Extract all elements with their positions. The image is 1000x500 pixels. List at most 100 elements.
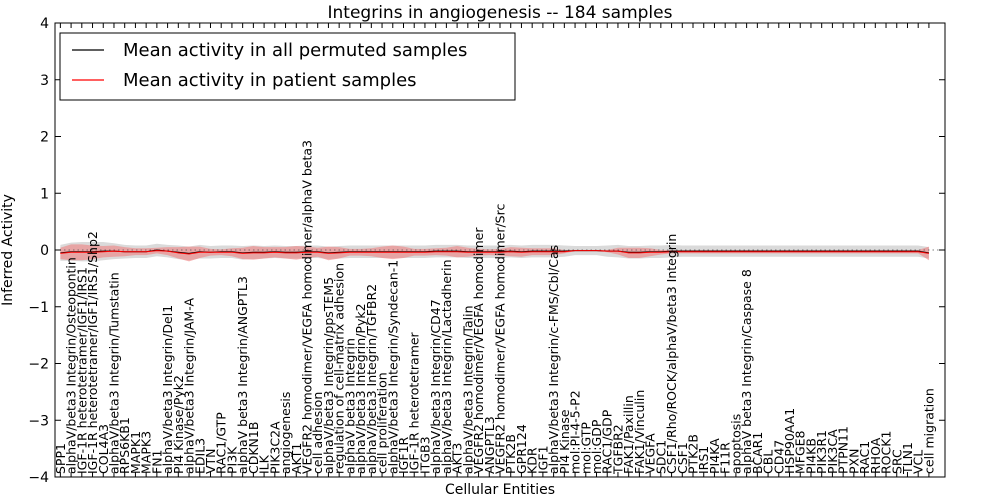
x-tick-label: ANGPTL3: [482, 416, 497, 474]
x-tick-label: FAK1/Paxillin: [621, 395, 636, 474]
x-tick-label: alphaV beta3 Integrin/ANGPTL3: [235, 276, 250, 474]
x-tick-label: TLN1: [900, 442, 915, 475]
x-tick-label: IGF-1R heterotetramer/IGF1/IRS1/Shp2: [85, 231, 100, 474]
x-tick-label: IGF1: [535, 445, 550, 474]
legend-label-permuted: Mean activity in all permuted samples: [123, 40, 467, 61]
y-tick-label: 3: [40, 73, 49, 89]
x-tick-label: cell migration: [921, 388, 936, 474]
x-tick-label: cell proliferation: [375, 372, 390, 474]
x-tick-label: alphaV/beta3 Integrin/TGFBR2: [364, 284, 379, 474]
x-tick-label: apoptosis: [728, 414, 743, 474]
x-tick-label: alphaV/beta3 Integrin/Pyk2: [353, 303, 368, 474]
x-tick-label: VEGFR2 homodimer/VEGFA homodimer: [471, 227, 486, 474]
x-tick-label: FAK1/Vinculin: [632, 390, 647, 474]
x-tick-label: CD47: [771, 440, 786, 474]
x-tick-label: mol:GTP: [578, 422, 593, 474]
series-line-patient: [60, 250, 929, 255]
x-tick-label: SRC: [889, 449, 904, 474]
y-tick-label: 4: [40, 16, 49, 32]
x-tick-label: PI4 Kinase: [557, 409, 572, 474]
y-axis-ticks: 4 3 2 1 0 −1 −2 −3 −4: [28, 16, 945, 486]
x-tick-label: angiogenesis: [278, 392, 293, 474]
x-tick-label: SDC1: [653, 440, 668, 474]
series-lines: [60, 249, 929, 255]
x-tick-label: EDIL3: [192, 438, 207, 474]
x-tick-label: F11R: [718, 442, 733, 474]
x-tick-label: MFGE8: [793, 430, 808, 474]
x-tick-label: PXN: [846, 449, 861, 474]
y-tick-label: 0: [40, 243, 49, 259]
x-tick-label: ITGB3: [417, 436, 432, 474]
x-tick-label: mol:GDP: [589, 419, 604, 474]
x-tick-label: regulation of cell-matrix adhesion: [332, 263, 347, 474]
x-tick-label: CSF1: [675, 442, 690, 474]
x-tick-label: AKT1: [289, 443, 304, 474]
x-tick-label: cell adhesion: [310, 392, 325, 474]
x-axis-label: Cellular Entities: [445, 482, 555, 498]
x-tick-label: PI4KA: [707, 438, 722, 474]
x-tick-label: GPR124: [514, 424, 529, 474]
y-tick-label: 1: [40, 186, 49, 202]
x-tick-label: mol:PI-4-5-P2: [568, 390, 583, 474]
x-tick-label: BCAR1: [750, 432, 765, 474]
band-patient: [60, 244, 929, 262]
x-tick-label: alphaV/beta3 Integrin/Syndecan-1: [385, 260, 400, 474]
legend: Mean activity in all permuted samples Me…: [59, 32, 516, 101]
x-tick-label: alphaV/beta3 Integrin/JAM-A: [182, 298, 197, 474]
x-tick-label: RPS6KB1: [117, 417, 132, 474]
x-tick-label: ILK: [257, 454, 272, 474]
x-tick-label: VEGFA: [643, 433, 658, 474]
y-tick-label: −2: [28, 357, 49, 373]
x-tick-label: RAC1/GTP: [214, 412, 229, 474]
x-tick-label: alphaV/beta3 Integrin/ppsTEM5: [321, 277, 336, 474]
x-tick-label: PIK3CA: [825, 429, 840, 474]
x-tick-label: alphaV/beta3 Integrin/Tumstatin: [106, 272, 121, 474]
x-tick-label: COL4A3: [96, 424, 111, 474]
x-tick-label: CSF1/Rho/ROCK/alphaV/beta3 Integrin: [664, 234, 679, 474]
x-tick-label: CDKN1B: [246, 422, 261, 474]
y-tick-label: 2: [40, 130, 49, 146]
x-tick-label: VEGFR2 homodimer/VEGFA homodimer/alphaV …: [299, 140, 314, 474]
x-tick-label: alphaV/beta3 Integrin/Del1: [160, 305, 175, 474]
x-tick-label: ROCK1: [879, 431, 894, 474]
x-tick-label: SPP1: [53, 443, 68, 474]
x-tick-label: PI4 Kinase/Pyk2: [171, 375, 186, 474]
x-tick-label: alphaV beta3 Integrin/Caspase 8: [739, 269, 754, 474]
x-tick-label: alphaV beta3 Integrin: [342, 338, 357, 474]
x-tick-label: IRS1: [696, 446, 711, 474]
x-tick-label: IGF-1R heterotetramer: [407, 331, 422, 474]
chart-title: Integrins in angiogenesis -- 184 samples: [328, 3, 673, 23]
x-tick-label: IGF1R: [396, 436, 411, 474]
x-tick-label: VCL: [911, 450, 926, 474]
x-tick-label: alphaV/beta3 Integrin/Lactadherin: [439, 259, 454, 474]
x-tick-label: AKT3: [450, 443, 465, 474]
legend-box: [59, 32, 516, 101]
x-tick-label: alphaV/beta3 Integrin/c-FMS/Cbl/Cas: [546, 245, 561, 474]
x-tick-label: alphaV/beta3 Integrin/Talin: [460, 306, 475, 475]
y-axis-label: Inferred Activity: [0, 194, 16, 306]
x-tick-label: VTN: [203, 448, 218, 474]
x-tick-label: VEGFR2 homodimer/VEGFA homodimer/Src: [493, 204, 508, 474]
x-tick-label: RHOA: [868, 437, 883, 474]
y-tick-label: −1: [28, 300, 49, 316]
x-tick-label: PTK2B: [503, 434, 518, 474]
x-axis-ticks: [59, 23, 930, 477]
x-tick-label: PIK3C2A: [267, 421, 282, 474]
x-tick-label: PTK2B: [686, 434, 701, 474]
x-tick-label: PIK3R1: [814, 430, 829, 474]
x-tick-label: IGF-1R heterotetramer/IGF1/IRS1: [74, 267, 89, 474]
x-tick-label: MAPK1: [128, 431, 143, 474]
y-tick-label: −3: [28, 413, 49, 429]
x-tick-label: TGFBR2: [610, 424, 625, 475]
x-tick-label: PTPN11: [836, 426, 851, 474]
x-tick-label: MAPK3: [139, 431, 154, 474]
y-tick-label: −4: [28, 470, 49, 486]
x-tick-label: FN1: [149, 450, 164, 475]
x-tick-label: RAC1/GDP: [600, 409, 615, 474]
x-tick-label: CBL: [761, 450, 776, 474]
x-tick-label: PI3K: [224, 446, 239, 474]
x-tick-label: RAC1: [857, 441, 872, 474]
legend-label-patient: Mean activity in patient samples: [123, 70, 417, 91]
